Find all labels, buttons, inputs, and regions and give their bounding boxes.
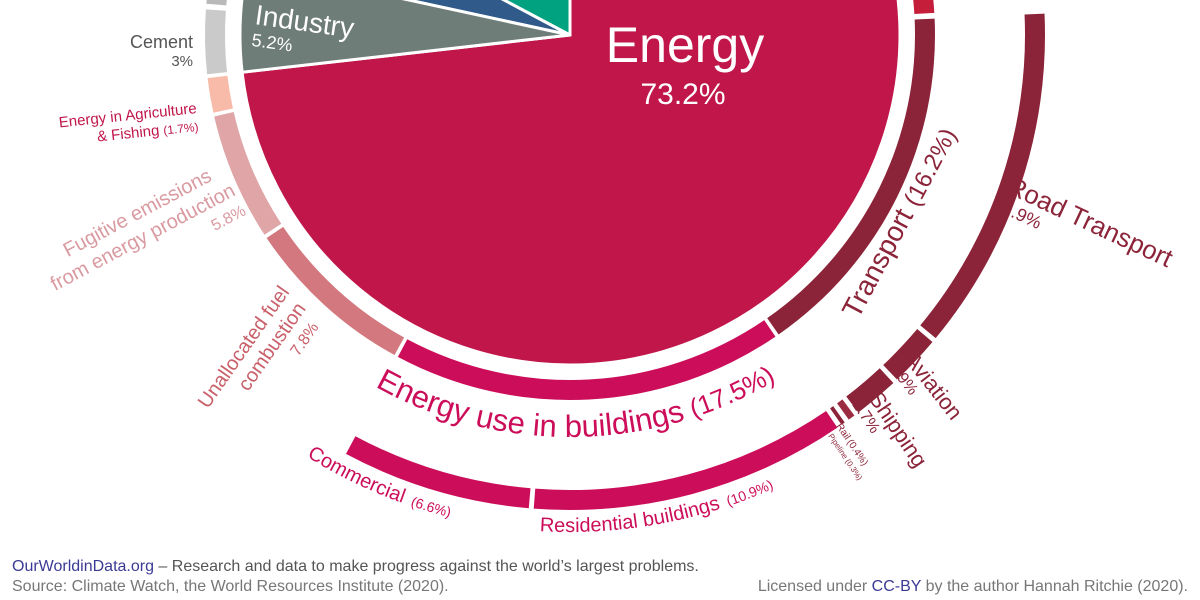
ring-segment (205, 9, 227, 75)
sector-label: Energy (606, 17, 764, 73)
ring-label: Cement (130, 32, 193, 52)
ring-segment (397, 320, 776, 401)
cropped-ring (206, 0, 227, 6)
outer-segment (345, 436, 531, 509)
outer-segment (837, 399, 855, 420)
ring-value: (1.7%) (163, 120, 200, 138)
ring-value: 3% (171, 53, 193, 70)
outer-segment (830, 406, 845, 425)
marks (205, 0, 1046, 510)
source: Source: Climate Watch, the World Resourc… (12, 578, 449, 595)
license: Licensed under CC-BY by the author Hanna… (758, 578, 1188, 595)
outer-segment (533, 411, 838, 510)
sector (238, 0, 571, 74)
site-link[interactable]: OurWorldinData.org (12, 558, 154, 575)
ring-segment (214, 112, 282, 235)
sector-value: 73.2% (640, 78, 725, 111)
label-value: (6.6%) (409, 493, 453, 520)
tagline: – Research and data to make progress aga… (154, 558, 699, 575)
footer-line: OurWorldinData.org – Research and data t… (12, 558, 699, 575)
cropped-sector (500, 0, 572, 38)
ring-segment (266, 226, 405, 356)
label-group: Energy in Agriculture& Fishing (1.7%) (58, 100, 199, 146)
license-suffix: by the author Hannah Ritchie (2020). (921, 578, 1188, 595)
sector (240, 0, 902, 367)
license-prefix: Licensed under (758, 578, 872, 595)
license-link[interactable]: CC-BY (872, 578, 922, 595)
ring-label: & Fishing (1.7%) (96, 118, 199, 146)
ring-label-line: & Fishing (96, 122, 160, 145)
cropped-ring (913, 0, 935, 15)
ring-segment (207, 75, 233, 113)
ring-segment (767, 18, 935, 335)
outer-segment (920, 13, 1046, 339)
outer-segment (883, 329, 933, 380)
outer-segment (846, 368, 894, 413)
